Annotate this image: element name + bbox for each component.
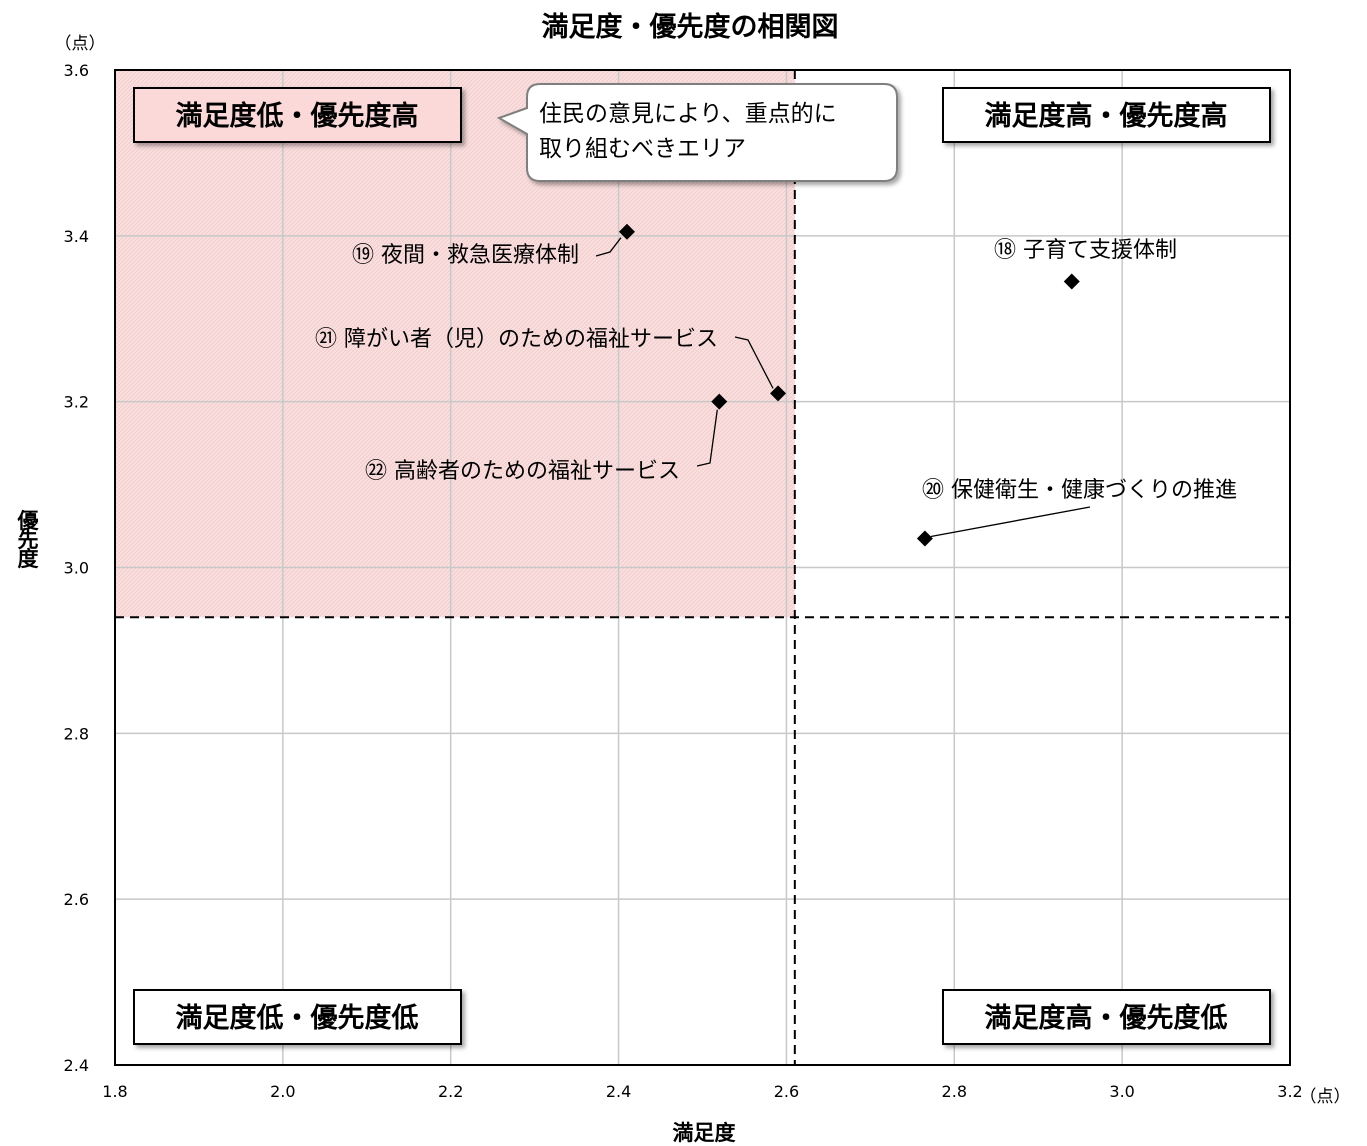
point-label-18: ⑱ 子育て支援体制 [994, 238, 1177, 263]
y-axis-label: 優先度 [15, 510, 40, 570]
quadrant-label-top-right: 満足度高・優先度高 [942, 87, 1271, 143]
y-tick-label: 3.2 [64, 393, 89, 412]
callout-bubble: 住民の意見により、重点的に 取り組むべきエリア [496, 83, 898, 182]
svg-text:満足度高・優先度低: 満足度高・優先度低 [985, 1002, 1228, 1034]
x-tick-label: 2.8 [942, 1082, 967, 1101]
data-point-marker [618, 223, 635, 240]
x-tick-label: 3.0 [1109, 1082, 1134, 1101]
x-tick-label: 3.2 [1277, 1082, 1302, 1101]
x-tick-label: 2.0 [270, 1082, 295, 1101]
y-tick-labels: 2.4 2.6 2.8 3.0 3.2 3.4 3.6 [64, 61, 89, 1075]
leader-line-19 [595, 237, 622, 257]
quadrant-label-bottom-right: 満足度高・優先度低 [942, 989, 1271, 1045]
y-tick-label: 3.6 [64, 61, 89, 80]
y-tick-label: 3.0 [64, 559, 89, 578]
svg-text:満足度高・優先度高: 満足度高・優先度高 [985, 100, 1228, 132]
grid-lines [115, 70, 1290, 1065]
svg-text:満足度低・優先度高: 満足度低・優先度高 [176, 100, 419, 132]
data-point-marker [916, 530, 933, 547]
x-tick-label: 2.6 [774, 1082, 799, 1101]
callout-text-line2: 取り組むべきエリア [539, 136, 746, 162]
leader-line-20 [930, 506, 1091, 538]
chart-title: 満足度・優先度の相関図 [542, 11, 839, 43]
y-tick-label: 2.6 [64, 890, 89, 909]
x-unit-label: （点） [1300, 1087, 1351, 1107]
point-label-21: ㉑ 障がい者（児）のための福祉サービス [315, 327, 718, 352]
x-tick-labels: 1.8 2.0 2.2 2.4 2.6 2.8 3.0 3.2 [102, 1082, 1302, 1101]
data-points [618, 223, 1080, 547]
leader-line-22 [696, 409, 718, 467]
plot-frame [114, 69, 1291, 1066]
data-point-marker [1063, 273, 1080, 290]
y-unit-label: （点） [55, 34, 106, 54]
x-tick-label: 1.8 [102, 1082, 127, 1101]
point-label-19: ⑲ 夜間・救急医療体制 [352, 243, 579, 268]
data-point-marker [711, 393, 728, 410]
quadrant-label-bottom-left: 満足度低・優先度低 [133, 989, 462, 1045]
point-label-20: ⑳ 保健衛生・健康づくりの推進 [922, 478, 1237, 503]
y-tick-label: 3.4 [64, 227, 89, 246]
quadrant-label-top-left: 満足度低・優先度高 [133, 87, 462, 143]
callout-text-line1: 住民の意見により、重点的に [539, 101, 837, 127]
leader-lines [595, 237, 1091, 538]
point-label-22: ㉒ 高齢者のための福祉サービス [365, 459, 680, 484]
svg-text:満足度低・優先度低: 満足度低・優先度低 [176, 1002, 419, 1034]
y-tick-label: 2.4 [64, 1056, 89, 1075]
x-tick-label: 2.4 [606, 1082, 631, 1101]
y-tick-label: 2.8 [64, 724, 89, 743]
x-axis-label: 満足度 [673, 1121, 736, 1145]
x-tick-label: 2.2 [438, 1082, 463, 1101]
leader-line-21 [734, 336, 774, 389]
data-point-marker [770, 385, 787, 402]
